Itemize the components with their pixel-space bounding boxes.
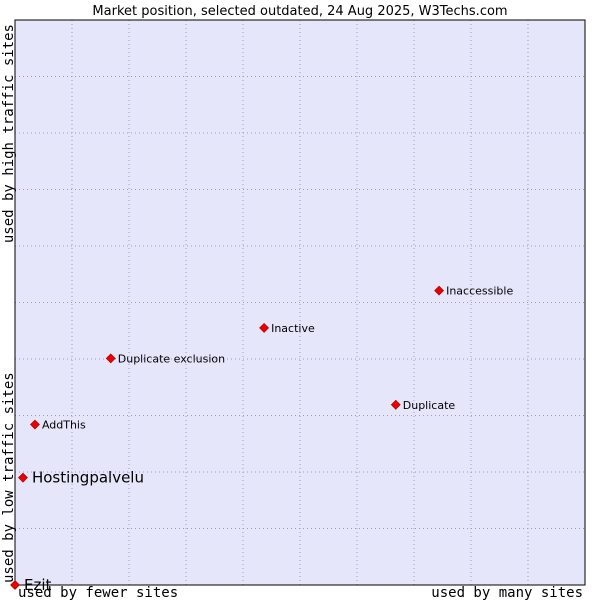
gridlines: [15, 20, 585, 585]
data-point-label: Inaccessible: [446, 285, 513, 298]
x-axis-label-right: used by many sites: [431, 585, 583, 600]
data-point-label: Ezit: [24, 576, 52, 594]
chart-title: Market position, selected outdated, 24 A…: [92, 4, 507, 19]
data-point-marker: [434, 285, 445, 296]
data-point-marker: [10, 580, 20, 590]
data-point-marker: [390, 399, 401, 410]
data-points: Inaccessible Inactive Duplicate exclusion D…: [10, 285, 513, 594]
data-point-marker: [259, 323, 270, 333]
data-point-label: Duplicate: [403, 399, 456, 412]
data-point-marker: [105, 353, 116, 364]
data-point-marker: [30, 419, 40, 430]
data-point-label: Hostingpalvelu: [32, 469, 144, 487]
y-axis-label-top: used by high traffic sites: [1, 24, 17, 243]
data-point-marker: [18, 472, 28, 483]
y-axis-label-bottom: used by low traffic sites: [1, 372, 17, 583]
data-point-label: Inactive: [271, 322, 315, 335]
data-point-label: Duplicate exclusion: [118, 352, 225, 365]
x-axis-label-left: used by fewer sites: [18, 585, 178, 600]
data-point-label: AddThis: [42, 419, 86, 432]
plot-border: [14, 19, 586, 586]
